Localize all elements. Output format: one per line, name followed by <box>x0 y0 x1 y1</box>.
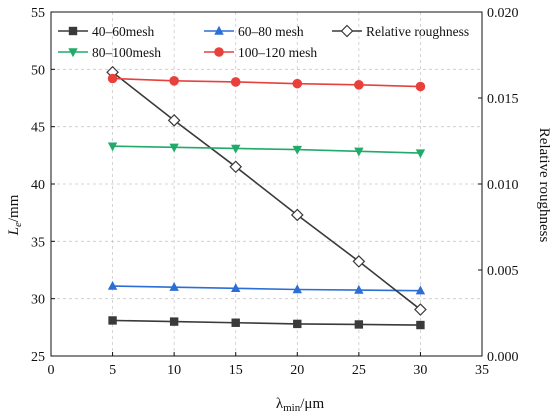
data-point <box>415 149 426 159</box>
data-point <box>293 319 302 329</box>
data-point <box>290 208 304 222</box>
data-point <box>107 142 118 152</box>
y-axis-label-right: Relative roughness <box>536 128 550 243</box>
series-line <box>112 145 421 154</box>
data-point <box>169 282 179 291</box>
legend-item: 80–100mesh <box>58 45 161 60</box>
x-tick-label: 30 <box>413 363 427 378</box>
legend-label: 80–100mesh <box>92 45 161 60</box>
y-left-tick-label: 45 <box>31 121 45 136</box>
legend-item: Relative roughness <box>332 24 469 39</box>
y-left-tick-label: 40 <box>31 178 45 193</box>
data-point <box>414 303 427 316</box>
series-4 <box>107 73 426 92</box>
legend-label: Relative roughness <box>366 24 469 39</box>
legend-item: 40–60mesh <box>58 24 154 39</box>
y-right-tick-label: 0.010 <box>487 178 519 193</box>
legend-marker <box>68 26 78 36</box>
legend-marker <box>340 24 354 38</box>
series-0 <box>108 316 425 330</box>
data-point <box>169 317 179 326</box>
series-line <box>112 285 421 292</box>
series-layer <box>106 65 427 330</box>
data-point <box>354 80 364 90</box>
x-axis-label-main: λ <box>276 396 284 412</box>
legend-marker <box>214 47 224 57</box>
y-axis-label-left-sub: e <box>12 222 24 227</box>
data-point <box>292 145 302 155</box>
data-point <box>354 147 364 157</box>
series-line <box>112 319 421 326</box>
data-point <box>107 280 118 290</box>
y-right-tick-label: 0.005 <box>487 264 519 279</box>
x-tick-label: 0 <box>48 363 55 378</box>
ticks: 0 5 10 15 20 25 30 35 25 30 35 40 45 50 55 0.000 0.005 0.… <box>31 6 519 378</box>
data-point <box>108 316 117 325</box>
data-point <box>292 78 303 89</box>
series-3 <box>107 142 426 159</box>
x-axis-label-unit: /μm <box>300 396 324 412</box>
data-point <box>231 283 241 293</box>
y-right-tick-label: 0.020 <box>487 6 519 21</box>
legend-item: 100–120 mesh <box>204 45 317 60</box>
y-axis-label-left-unit: /mm <box>6 194 22 222</box>
data-point <box>416 320 425 330</box>
x-axis-label-sub: min <box>283 402 301 414</box>
data-point <box>167 114 181 127</box>
legend: 40–60mesh 60–80 mesh Relative roughness 80–… <box>58 24 469 60</box>
x-axis-label: λmin/μm <box>276 396 325 414</box>
series-line <box>112 71 421 311</box>
data-point <box>354 284 364 294</box>
x-tick-label: 5 <box>109 363 116 378</box>
data-point <box>354 320 364 329</box>
legend-item: 60–80 mesh <box>204 24 304 39</box>
x-tick-label: 25 <box>352 363 366 378</box>
legend-marker <box>68 48 78 58</box>
x-tick-label: 15 <box>229 363 243 378</box>
y-left-tick-label: 25 <box>31 350 45 365</box>
data-point <box>169 76 179 86</box>
y-right-tick-label: 0.000 <box>487 350 519 365</box>
y-left-tick-label: 35 <box>31 235 45 250</box>
data-point <box>107 73 118 84</box>
legend-marker <box>214 25 224 35</box>
data-point <box>352 255 366 268</box>
legend-label: 40–60mesh <box>92 24 154 39</box>
data-point <box>230 77 241 87</box>
data-point <box>231 144 241 154</box>
x-tick-label: 20 <box>290 363 304 378</box>
x-tick-label: 10 <box>167 363 181 378</box>
y-axis-label-left: Le/mm <box>6 194 24 236</box>
data-point <box>169 143 179 153</box>
y-left-tick-label: 50 <box>31 63 45 78</box>
data-point <box>231 318 240 327</box>
y-axis-label-left-main: L <box>6 227 22 236</box>
x-tick-label: 35 <box>475 363 489 378</box>
y-left-tick-label: 30 <box>31 293 45 308</box>
legend-label: 100–120 mesh <box>238 45 317 60</box>
series-1 <box>107 280 426 295</box>
series-line <box>112 77 421 88</box>
data-point <box>292 284 302 294</box>
legend-label: 60–80 mesh <box>238 24 304 39</box>
y-left-tick-label: 55 <box>31 6 45 21</box>
data-point <box>229 160 243 174</box>
data-point <box>415 81 426 92</box>
data-point <box>415 285 426 295</box>
y-right-tick-label: 0.015 <box>487 92 519 107</box>
